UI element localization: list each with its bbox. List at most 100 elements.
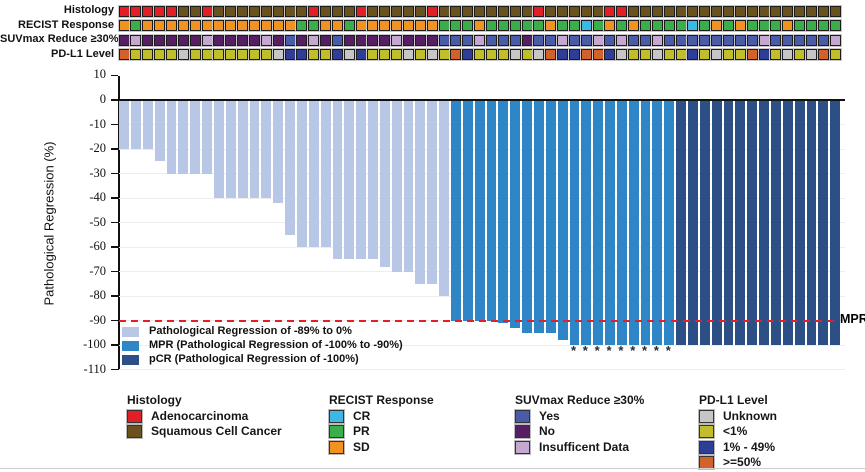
suvmax-cell: [154, 34, 166, 46]
bar-legend-swatch-reg: [122, 326, 139, 337]
recist-cell: [379, 20, 391, 31]
recist-cell: [687, 20, 699, 31]
recist-cell: [248, 20, 260, 31]
suvmax-cell: [414, 34, 426, 46]
y-axis-tick: [110, 197, 118, 199]
suvmax-cell: [557, 34, 569, 46]
pdl1-cell: [248, 49, 260, 60]
y-axis-tick-label: -100: [83, 337, 106, 352]
recist-cell: [177, 20, 189, 31]
pdl1-cell: [414, 49, 426, 60]
histology-cell: [805, 5, 817, 17]
pdl1-cell: [592, 49, 604, 60]
y-axis-title: Pathological Regression (%): [41, 141, 57, 306]
y-axis-spine: [118, 75, 120, 370]
suvmax-cell: [248, 34, 260, 46]
regression-bar: [510, 101, 521, 328]
recist-cell: [734, 20, 746, 31]
histology-cell: [284, 5, 296, 17]
suvmax-cell: [568, 34, 580, 46]
legend-header-recist: RECIST Response: [329, 393, 434, 407]
regression-bar: [439, 101, 450, 297]
histology-cell: [367, 5, 379, 17]
pdl1-cell: [509, 49, 521, 60]
pdl1-cell: [616, 49, 628, 60]
recist-cell: [628, 20, 640, 31]
y-axis-tick: [110, 74, 118, 77]
regression-bar: [545, 101, 556, 333]
suvmax-cell: [450, 34, 462, 46]
recist-cell: [438, 20, 450, 31]
recist-cell: [485, 20, 497, 31]
recist-cell: [568, 20, 580, 31]
suvmax-cell: [616, 34, 628, 46]
histology-cell: [166, 5, 177, 17]
histology-cell: [817, 5, 829, 17]
pdl1-cell: [746, 49, 758, 60]
pdl1-cell: [260, 49, 272, 60]
regression-bar: [427, 101, 438, 284]
regression-bar: [202, 101, 213, 174]
suvmax-cell: [189, 34, 201, 46]
pdl1-cell: [817, 49, 829, 60]
suvmax-cell: [177, 34, 189, 46]
recist-cell: [201, 20, 213, 31]
zero-baseline: [118, 99, 845, 101]
legend-label-pdl1-Unk: Unknown: [723, 408, 777, 423]
y-axis-tick: [110, 172, 118, 175]
pdl1-cell: [699, 49, 711, 60]
recist-cell: [343, 20, 355, 31]
regression-bar: [581, 101, 592, 346]
pdl1-cell: [237, 49, 249, 60]
regression-bar: [462, 101, 473, 321]
recist-cell: [284, 20, 296, 31]
suvmax-cell: [308, 34, 320, 46]
pdl1-cell: [284, 49, 296, 60]
histology-cell: [189, 5, 201, 17]
histology-cell: [604, 5, 616, 17]
regression-bar: [154, 101, 165, 162]
histology-cell: [177, 5, 189, 17]
recist-cell: [509, 20, 521, 31]
recist-cell: [130, 20, 142, 31]
legend-swatch-recist-SD: [329, 440, 344, 454]
regression-bar: [676, 101, 687, 346]
regression-bar: [830, 101, 841, 346]
regression-bar: [652, 101, 663, 346]
histology-cell: [663, 5, 675, 17]
histology-cell: [296, 5, 308, 17]
recist-cell: [770, 20, 782, 31]
suvmax-cell: [805, 34, 817, 46]
regression-bar: [415, 101, 426, 284]
suvmax-cell: [687, 34, 699, 46]
y-gridline: [119, 369, 845, 371]
recist-cell: [320, 20, 332, 31]
histology-cell: [379, 5, 391, 17]
regression-bar: [356, 101, 367, 260]
pdl1-cell: [331, 49, 343, 60]
histology-cell: [675, 5, 687, 17]
histology-cell: [746, 5, 758, 17]
regression-bar: [474, 101, 485, 321]
pdl1-cell: [166, 49, 177, 60]
recist-cell: [450, 20, 462, 31]
y-axis-tick: [110, 368, 118, 371]
suvmax-cell: [592, 34, 604, 46]
pdl1-cell: [177, 49, 189, 60]
regression-bar: [723, 101, 734, 346]
recist-cell: [699, 20, 711, 31]
regression-bar: [699, 101, 710, 346]
suvmax-cell: [604, 34, 616, 46]
suvmax-cell: [343, 34, 355, 46]
regression-bar: [190, 101, 201, 174]
recist-cell: [805, 20, 817, 31]
legend-swatch-recist-PR: [329, 425, 344, 438]
pdl1-cell: [663, 49, 675, 60]
figure-bottom-divider: [0, 468, 865, 469]
recist-cell: [414, 20, 426, 31]
regression-bar: [225, 101, 236, 199]
y-axis-tick-label: -60: [89, 239, 106, 254]
histology-cell: [426, 5, 438, 17]
histology-cell: [616, 5, 628, 17]
